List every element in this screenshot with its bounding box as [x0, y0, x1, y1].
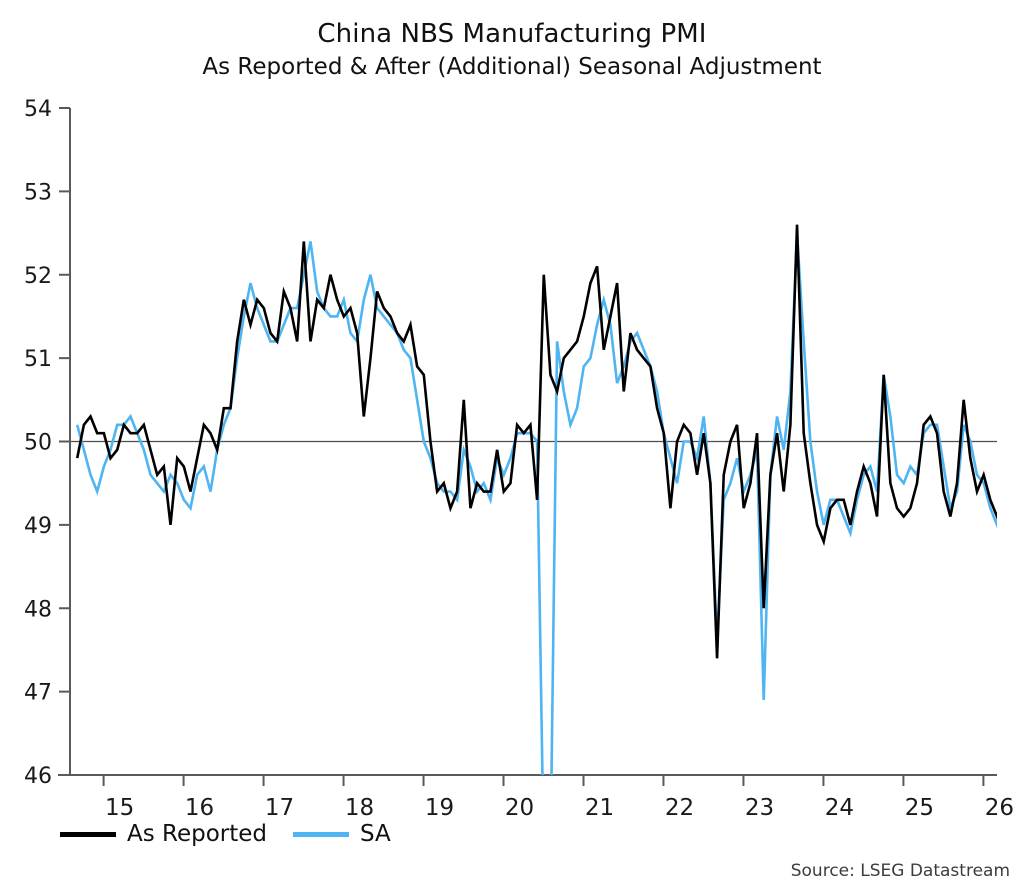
title-block: China NBS Manufacturing PMI As Reported …	[0, 18, 1024, 82]
x-tick-label: 19	[425, 795, 454, 821]
y-tick-label: 51	[24, 347, 52, 372]
series-line-sa	[75, 232, 997, 775]
legend-swatch-sa	[293, 831, 350, 837]
y-tick-label: 52	[24, 264, 52, 289]
x-tick-label: 16	[185, 795, 214, 821]
x-tick-label: 23	[745, 795, 774, 821]
data-series	[75, 224, 997, 775]
axis-lines	[58, 108, 997, 776]
page-title: China NBS Manufacturing PMI	[317, 19, 707, 49]
series-line-as-reported	[75, 224, 997, 659]
y-tick-label: 50	[24, 431, 52, 456]
chart-legend: As Reported SA	[60, 822, 391, 846]
x-tick-label: 18	[345, 795, 374, 821]
y-tick-label: 53	[24, 180, 52, 205]
y-tick-label: 49	[24, 514, 52, 539]
x-tick-label: 21	[585, 795, 614, 821]
x-tick-label: 24	[825, 795, 854, 821]
x-tick-label: 22	[665, 795, 694, 821]
y-tick-label: 48	[24, 597, 52, 622]
legend-label-sa: SA	[360, 821, 391, 847]
x-tick-label: 17	[265, 795, 294, 821]
x-axis-ticks: 15 16 17 18 19 20 21 22 23 24 25 26	[102, 775, 1014, 821]
source-attribution: Source: LSEG Datastream	[790, 861, 1010, 881]
y-axis-ticks: 46 47 48 49 50 51 52 53 54	[24, 97, 70, 789]
x-tick-label: 20	[505, 795, 534, 821]
chart-subtitle: As Reported & After (Additional) Seasona…	[202, 54, 822, 80]
legend-item-sa[interactable]: SA	[293, 822, 391, 846]
y-tick-label: 47	[24, 681, 52, 706]
x-tick-label: 26	[985, 795, 1014, 821]
y-tick-label: 54	[24, 97, 52, 122]
legend-label-as-reported: As Reported	[127, 821, 268, 847]
legend-swatch-as-reported	[60, 831, 116, 837]
y-tick-label: 46	[24, 764, 52, 789]
legend-item-as-reported[interactable]: As Reported	[60, 822, 267, 846]
x-tick-label: 15	[105, 795, 134, 821]
x-tick-label: 25	[905, 795, 934, 821]
